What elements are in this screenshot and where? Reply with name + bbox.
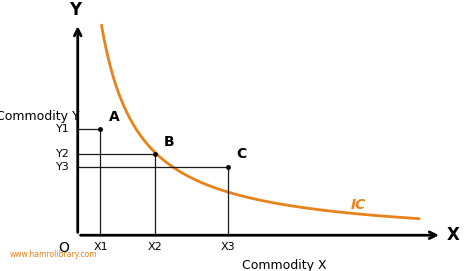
Text: X3: X3	[220, 242, 235, 252]
Text: O: O	[58, 241, 69, 256]
Text: Commodity X: Commodity X	[243, 259, 327, 271]
Text: X1: X1	[93, 242, 108, 252]
Text: A: A	[109, 110, 119, 124]
Text: www.hamrolibrary.com: www.hamrolibrary.com	[9, 250, 97, 259]
Text: X2: X2	[148, 242, 163, 252]
Text: B: B	[163, 135, 174, 149]
Text: C: C	[236, 147, 246, 161]
Text: Y2: Y2	[55, 149, 70, 159]
Text: Y1: Y1	[56, 124, 70, 134]
Text: Y: Y	[69, 1, 82, 19]
Text: X: X	[447, 226, 459, 244]
Text: IC: IC	[351, 198, 366, 212]
Text: Commodity Y: Commodity Y	[0, 110, 80, 123]
Text: Y3: Y3	[56, 162, 70, 172]
